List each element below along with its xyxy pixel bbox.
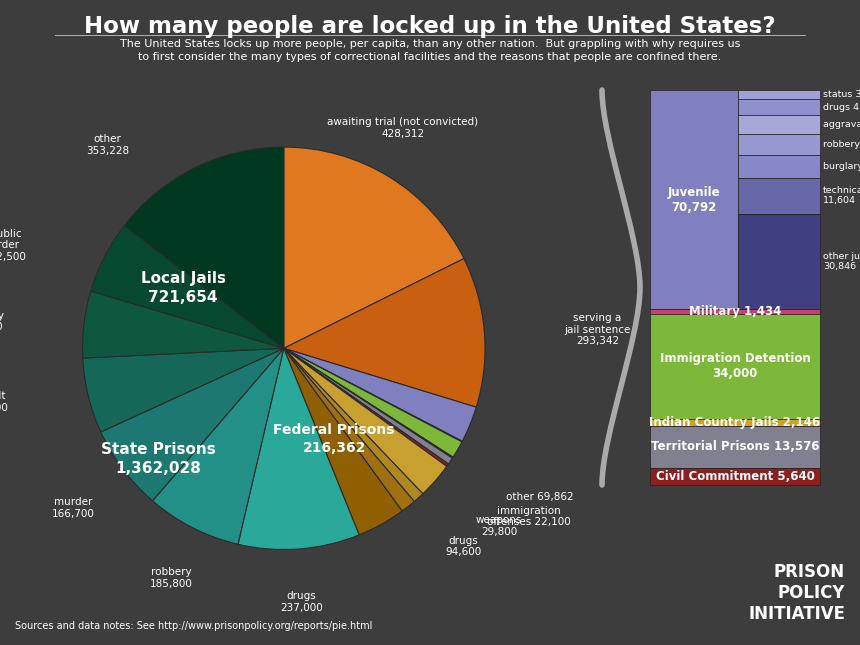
Text: State Prisons
1,362,028: State Prisons 1,362,028 bbox=[101, 442, 215, 476]
Wedge shape bbox=[284, 348, 452, 464]
Bar bbox=[739, 115, 820, 134]
Text: public
order
142,500: public order 142,500 bbox=[0, 229, 28, 262]
Text: Military 1,434: Military 1,434 bbox=[689, 305, 781, 318]
Text: robbery
185,800: robbery 185,800 bbox=[150, 568, 193, 589]
Text: weapons
29,800: weapons 29,800 bbox=[476, 515, 522, 537]
Text: immigration
offenses 22,100: immigration offenses 22,100 bbox=[488, 506, 571, 527]
Bar bbox=[650, 419, 820, 426]
Text: The United States locks up more people, per capita, than any other nation.  But : The United States locks up more people, … bbox=[120, 39, 740, 49]
Wedge shape bbox=[284, 147, 464, 348]
Bar bbox=[739, 155, 820, 178]
Wedge shape bbox=[284, 348, 402, 535]
Text: technical
11,604: technical 11,604 bbox=[823, 186, 860, 205]
Text: other
353,228: other 353,228 bbox=[86, 134, 129, 156]
Text: status 3,016: status 3,016 bbox=[823, 90, 860, 99]
Text: Civil Commitment 5,640: Civil Commitment 5,640 bbox=[655, 470, 814, 482]
Text: assault
146,800: assault 146,800 bbox=[0, 391, 9, 413]
Text: serving a
jail sentence
293,342: serving a jail sentence 293,342 bbox=[564, 313, 630, 346]
Bar bbox=[650, 426, 820, 468]
Wedge shape bbox=[83, 291, 284, 358]
Text: murder
166,700: murder 166,700 bbox=[52, 497, 95, 519]
Text: burglary 7,247: burglary 7,247 bbox=[823, 162, 860, 171]
Wedge shape bbox=[125, 147, 284, 348]
Wedge shape bbox=[238, 348, 359, 550]
Wedge shape bbox=[91, 226, 284, 348]
Wedge shape bbox=[83, 348, 284, 432]
Wedge shape bbox=[284, 348, 415, 511]
Bar bbox=[650, 90, 739, 309]
Wedge shape bbox=[284, 259, 485, 407]
Wedge shape bbox=[152, 348, 284, 544]
Bar bbox=[739, 178, 820, 213]
Text: drugs
237,000: drugs 237,000 bbox=[280, 591, 322, 613]
Wedge shape bbox=[284, 348, 453, 458]
Bar bbox=[739, 90, 820, 99]
Text: Indian Country Jails 2,146: Indian Country Jails 2,146 bbox=[649, 415, 820, 429]
Wedge shape bbox=[284, 348, 476, 441]
Wedge shape bbox=[284, 348, 463, 442]
Text: drugs
94,600: drugs 94,600 bbox=[445, 535, 482, 557]
Text: robbery 6,996: robbery 6,996 bbox=[823, 140, 860, 149]
Text: PRISON
POLICY
INITIATIVE: PRISON POLICY INITIATIVE bbox=[748, 563, 845, 623]
Wedge shape bbox=[284, 348, 423, 502]
Text: Juvenile
70,792: Juvenile 70,792 bbox=[668, 186, 721, 213]
Text: other juvenile
30,846: other juvenile 30,846 bbox=[823, 252, 860, 271]
Text: Federal Prisons
216,362: Federal Prisons 216,362 bbox=[273, 423, 395, 455]
Bar bbox=[739, 213, 820, 309]
Wedge shape bbox=[284, 348, 462, 457]
Wedge shape bbox=[101, 348, 284, 501]
Bar bbox=[739, 134, 820, 155]
Wedge shape bbox=[284, 348, 448, 466]
Text: to first consider the many types of correctional facilities and the reasons that: to first consider the many types of corr… bbox=[138, 52, 722, 62]
Text: Local Jails
721,654: Local Jails 721,654 bbox=[141, 271, 225, 304]
Bar bbox=[650, 313, 820, 419]
Text: burglary
130,000: burglary 130,000 bbox=[0, 310, 4, 332]
Text: other 69,862: other 69,862 bbox=[507, 492, 574, 502]
Text: aggravated assault 6,097: aggravated assault 6,097 bbox=[823, 120, 860, 129]
Bar bbox=[650, 309, 820, 313]
Text: Sources and data notes: See http://www.prisonpolicy.org/reports/pie.html: Sources and data notes: See http://www.p… bbox=[15, 621, 372, 631]
Bar bbox=[739, 99, 820, 115]
Text: drugs 4,986: drugs 4,986 bbox=[823, 103, 860, 112]
Text: Immigration Detention
34,000: Immigration Detention 34,000 bbox=[660, 352, 810, 381]
Bar bbox=[650, 468, 820, 485]
Text: awaiting trial (not convicted)
428,312: awaiting trial (not convicted) 428,312 bbox=[328, 117, 478, 139]
Text: How many people are locked up in the United States?: How many people are locked up in the Uni… bbox=[84, 15, 776, 38]
Wedge shape bbox=[284, 348, 446, 494]
Text: Territorial Prisons 13,576: Territorial Prisons 13,576 bbox=[651, 440, 820, 453]
